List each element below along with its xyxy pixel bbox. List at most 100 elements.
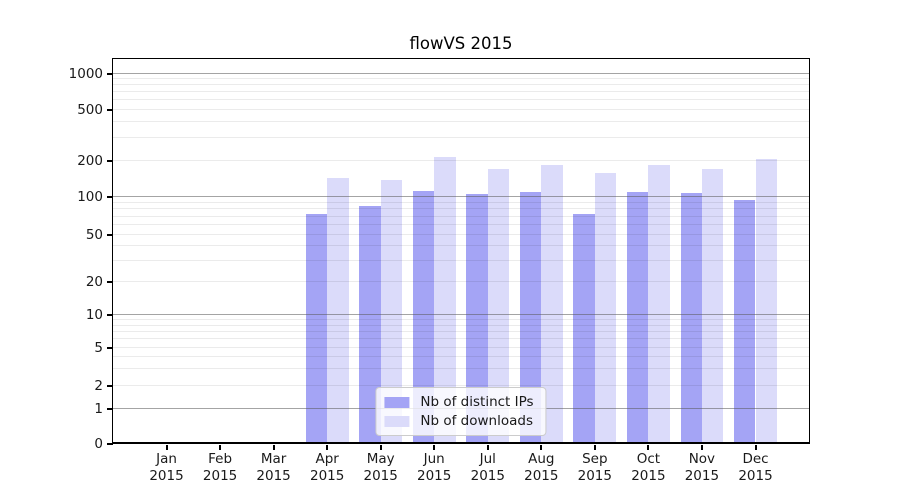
y-tick-100 [107, 196, 113, 198]
bar-distinct-ips-apr [305, 214, 328, 444]
x-tick-feb [219, 445, 222, 450]
y-tick-label-50: 50 [85, 227, 103, 243]
gridline-major-100 [113, 196, 809, 197]
bar-distinct-ips-jul [466, 193, 488, 444]
x-tick-label-jun: Jun 2015 [417, 451, 452, 484]
x-tick-jan [165, 445, 168, 450]
legend-row-downloads: Nb of downloads [384, 413, 533, 429]
bar-downloads-sep [594, 172, 617, 444]
y-tick-2 [107, 384, 113, 387]
y-tick-label-100: 100 [77, 189, 103, 205]
gridline-major-1000 [113, 72, 809, 74]
gridline-major-10 [113, 314, 809, 315]
gridline-minor-800 [113, 84, 809, 86]
y-tick-label-10: 10 [85, 307, 103, 323]
y-tick-label-1: 1 [94, 401, 103, 417]
x-tick-apr [326, 445, 329, 450]
y-tick-label-1000: 1000 [68, 65, 103, 82]
y-tick-label-200: 200 [77, 152, 103, 169]
gridline-minor-40 [113, 245, 809, 247]
gridline-minor-70 [113, 215, 809, 217]
x-tick-may [379, 445, 382, 450]
y-tick-50 [107, 234, 113, 236]
gridline-minor-6 [113, 338, 809, 340]
bar-downloads-may [380, 180, 403, 444]
gridline-minor-300 [113, 137, 809, 139]
bar-distinct-ips-dec [734, 199, 756, 444]
y-tick-label-500: 500 [77, 102, 103, 118]
x-tick-label-dec: Dec 2015 [738, 451, 773, 484]
bar-distinct-ips-sep [573, 213, 595, 444]
legend-swatch-downloads [384, 415, 410, 427]
x-tick-label-mar: Mar 2015 [256, 451, 291, 484]
gridline-minor-600 [113, 99, 809, 101]
y-tick-label-20: 20 [85, 274, 103, 290]
gridline-minor-5 [113, 347, 809, 348]
x-tick-jun [433, 445, 436, 450]
bar-downloads-aug [541, 165, 563, 444]
bar-downloads-apr [327, 178, 349, 444]
gridline-minor-900 [113, 78, 809, 80]
legend-label-distinct-ips: Nb of distinct IPs [420, 394, 534, 410]
x-tick-label-sep: Sep 2015 [577, 451, 612, 484]
bar-downloads-jul [487, 169, 510, 444]
bar-distinct-ips-aug [519, 192, 542, 444]
gridline-minor-400 [113, 121, 809, 123]
y-tick-label-0: 0 [94, 436, 103, 452]
y-tick-20 [107, 281, 113, 283]
y-tick-1 [107, 408, 113, 410]
y-tick-200 [107, 159, 113, 162]
x-tick-label-oct: Oct 2015 [631, 451, 666, 484]
x-tick-label-aug: Aug 2015 [524, 451, 559, 484]
legend: Nb of distinct IPs Nb of downloads [375, 387, 547, 436]
y-tick-label-5: 5 [94, 340, 103, 356]
y-tick-0 [107, 443, 113, 445]
gridline-minor-7 [113, 331, 809, 332]
gridline-minor-60 [113, 224, 809, 225]
bar-distinct-ips-jun [412, 191, 435, 444]
x-tick-label-feb: Feb 2015 [202, 451, 238, 484]
gridline-minor-90 [113, 201, 809, 203]
legend-row-distinct-ips: Nb of distinct IPs [384, 394, 534, 410]
x-tick-aug [540, 445, 543, 450]
gridline-minor-30 [113, 260, 809, 262]
x-tick-label-may: May 2015 [363, 451, 398, 484]
y-tick-label-2: 2 [94, 377, 103, 394]
x-tick-label-jan: Jan 2015 [149, 451, 184, 484]
bar-downloads-oct [648, 164, 670, 444]
gridline-minor-2 [113, 384, 809, 386]
bar-distinct-ips-nov [680, 192, 702, 444]
gridline-minor-8 [113, 324, 809, 326]
bar-downloads-jun [434, 157, 456, 444]
bar-distinct-ips-oct [627, 192, 649, 444]
legend-label-downloads: Nb of downloads [420, 413, 533, 429]
chart-title: flowVS 2015 [409, 34, 513, 53]
x-tick-jul [486, 445, 489, 450]
x-tick-label-jul: Jul 2015 [470, 451, 505, 484]
gridline-minor-4 [113, 356, 809, 358]
bar-downloads-dec [755, 159, 777, 444]
x-tick-label-nov: Nov 2015 [684, 451, 720, 484]
gridline-minor-700 [113, 91, 809, 93]
x-tick-sep [593, 445, 596, 450]
gridline-minor-9 [113, 319, 809, 320]
legend-swatch-distinct-ips [384, 396, 410, 408]
x-tick-oct [647, 445, 650, 450]
y-tick-10 [107, 314, 113, 316]
y-tick-5 [107, 347, 113, 349]
bar-distinct-ips-may [359, 205, 381, 444]
x-tick-nov [700, 445, 703, 450]
plot-area: Nb of distinct IPs Nb of downloads [112, 58, 810, 444]
x-tick-dec [754, 445, 757, 450]
y-tick-500 [107, 109, 113, 111]
x-tick-mar [272, 445, 275, 450]
gridline-minor-50 [113, 234, 809, 235]
gridline-minor-80 [113, 208, 809, 210]
gridline-minor-200 [113, 159, 809, 161]
x-tick-label-apr: Apr 2015 [310, 451, 345, 484]
bar-downloads-nov [701, 169, 724, 444]
gridline-minor-500 [113, 109, 809, 110]
gridline-minor-3 [113, 367, 809, 369]
y-tick-1000 [107, 72, 113, 75]
